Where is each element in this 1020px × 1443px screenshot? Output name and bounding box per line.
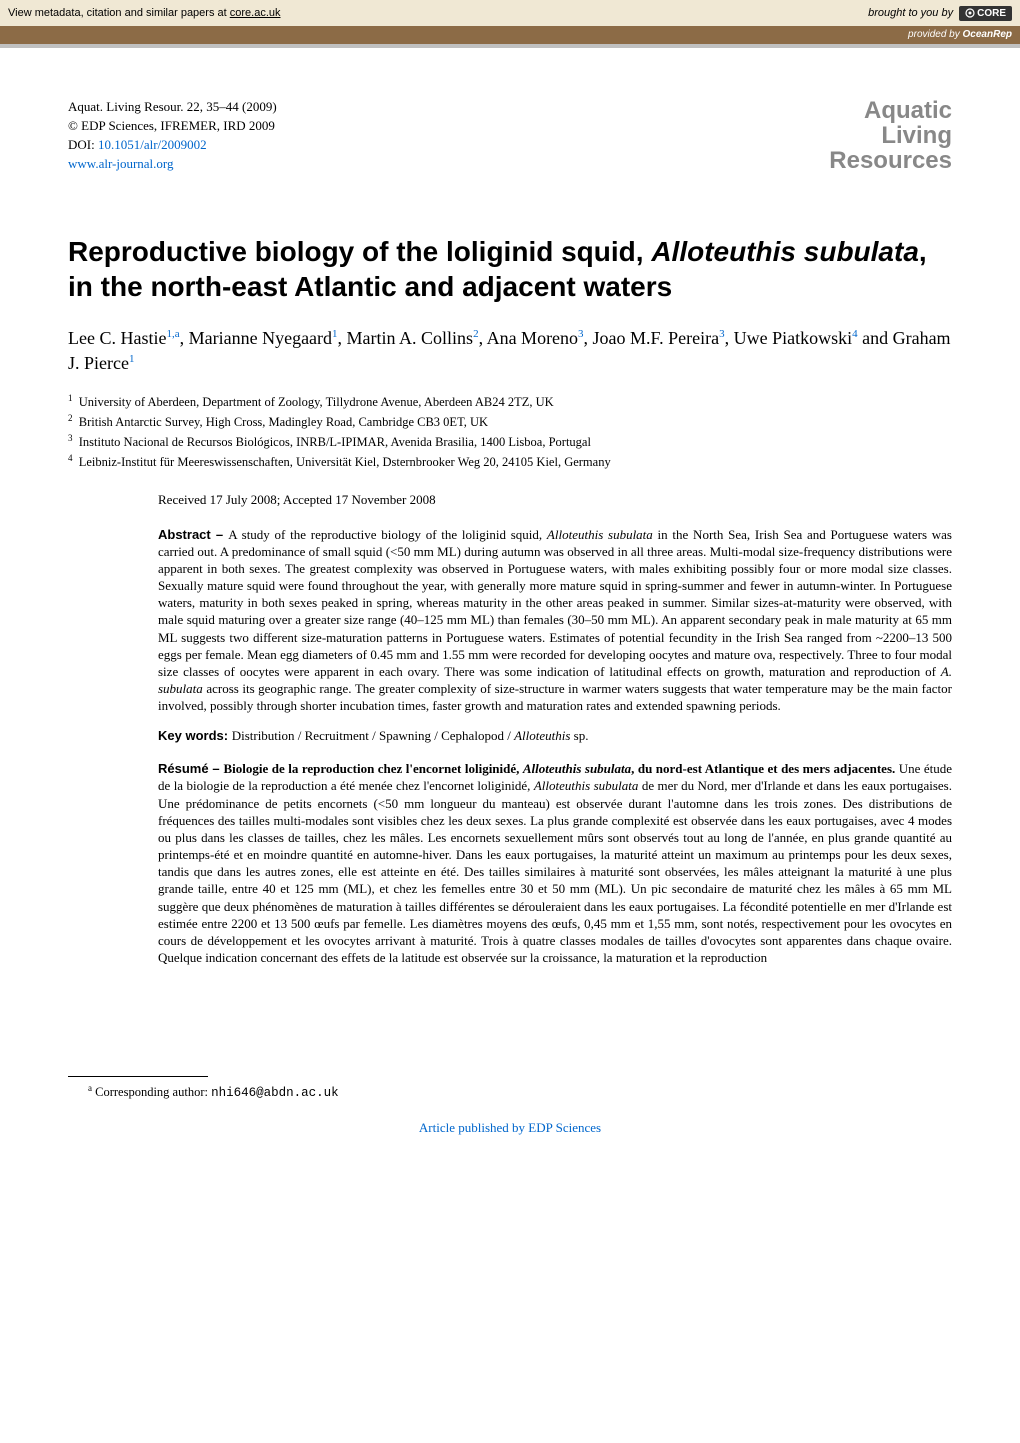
- logo-l3: Resources: [829, 148, 952, 173]
- header-row: Aquat. Living Resour. 22, 35–44 (2009) ©…: [68, 98, 952, 174]
- logo-l1: Aquatic: [829, 98, 952, 123]
- core-link[interactable]: core.ac.uk: [230, 7, 281, 19]
- abstract-text: A study of the reproductive biology of t…: [158, 527, 952, 714]
- keywords-label: Key words:: [158, 728, 232, 743]
- page-title: Reproductive biology of the loliginid sq…: [68, 234, 952, 304]
- resume-label: Résumé –: [158, 761, 224, 776]
- keywords-text: Distribution / Recruitment / Spawning / …: [232, 728, 589, 743]
- journal-url[interactable]: www.alr-journal.org: [68, 156, 174, 171]
- meta-copyright: © EDP Sciences, IFREMER, IRD 2009: [68, 117, 277, 136]
- journal-logo: Aquatic Living Resources: [829, 98, 952, 174]
- affiliation-4: 4 Leibniz-Institut für Meereswissenschaf…: [68, 452, 952, 472]
- doi-link[interactable]: 10.1051/alr/2009002: [98, 137, 207, 152]
- meta-block: Aquat. Living Resour. 22, 35–44 (2009) ©…: [68, 98, 277, 173]
- abstract-label: Abstract –: [158, 527, 228, 542]
- core-right: brought to you by CORE: [868, 6, 1012, 21]
- corresponding-label: Corresponding author:: [95, 1085, 211, 1099]
- logo-l2: Living: [829, 123, 952, 148]
- core-banner: View metadata, citation and similar pape…: [0, 0, 1020, 26]
- footnote-rule: [68, 1076, 208, 1077]
- ocean-prefix: provided by: [908, 29, 962, 40]
- resume: Résumé – Biologie de la reproduction che…: [158, 760, 952, 966]
- meta-citation: Aquat. Living Resour. 22, 35–44 (2009): [68, 98, 277, 117]
- ocean-source: OceanRep: [963, 29, 1012, 40]
- meta-doi-row: DOI: 10.1051/alr/2009002: [68, 136, 277, 155]
- corresponding-email: nhi646@abdn.ac.uk: [211, 1086, 339, 1100]
- authors: Lee C. Hastie1,a, Marianne Nyegaard1, Ma…: [68, 326, 952, 376]
- title-species: Alloteuthis subulata: [651, 236, 919, 267]
- corresponding: a Corresponding author: nhi646@abdn.ac.u…: [88, 1083, 952, 1100]
- core-brought: brought to you by: [868, 7, 953, 19]
- title-pre: Reproductive biology of the loliginid sq…: [68, 236, 651, 267]
- affiliation-3: 3 Instituto Nacional de Recursos Biológi…: [68, 432, 952, 452]
- resume-title: Biologie de la reproduction chez l'encor…: [224, 761, 899, 776]
- affiliations: 1 University of Aberdeen, Department of …: [68, 392, 952, 472]
- affiliation-1: 1 University of Aberdeen, Department of …: [68, 392, 952, 412]
- core-left: View metadata, citation and similar pape…: [8, 7, 281, 19]
- paper-area: Aquat. Living Resour. 22, 35–44 (2009) ©…: [0, 48, 1020, 1176]
- resume-text: Une étude de la biologie de la reproduct…: [158, 761, 952, 965]
- core-logo[interactable]: CORE: [959, 6, 1012, 21]
- keywords: Key words: Distribution / Recruitment / …: [158, 728, 952, 744]
- ocean-strip: provided by OceanRep: [0, 26, 1020, 44]
- affiliation-2: 2 British Antarctic Survey, High Cross, …: [68, 412, 952, 432]
- abstract: Abstract – A study of the reproductive b…: [158, 526, 952, 715]
- core-left-text: View metadata, citation and similar pape…: [8, 7, 230, 19]
- publisher-link[interactable]: Article published by EDP Sciences: [419, 1120, 601, 1135]
- publisher-link-row: Article published by EDP Sciences: [68, 1120, 952, 1136]
- dates: Received 17 July 2008; Accepted 17 Novem…: [158, 492, 952, 508]
